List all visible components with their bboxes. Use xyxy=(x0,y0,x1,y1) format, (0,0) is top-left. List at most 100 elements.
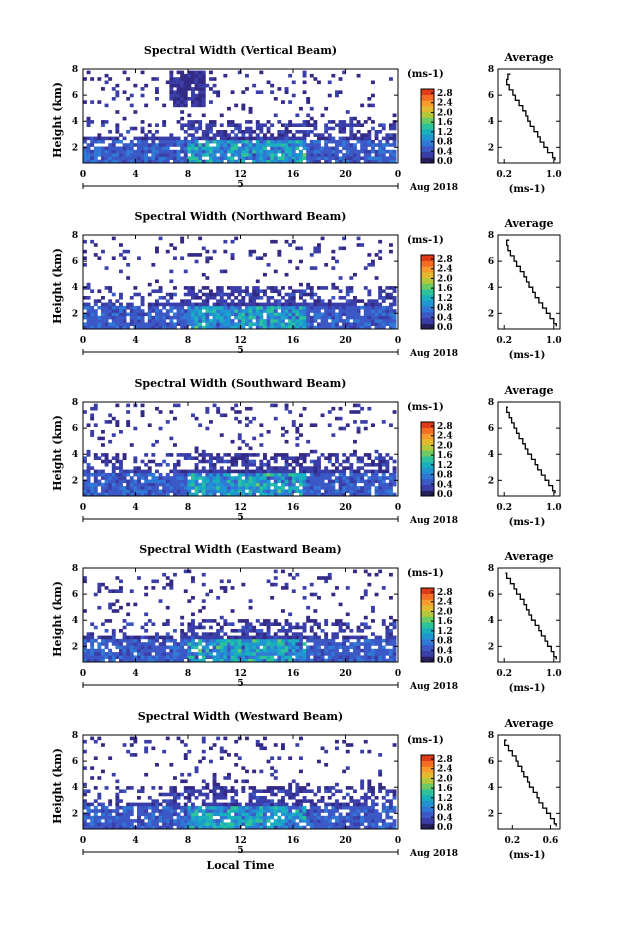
heatmap-cell xyxy=(112,316,116,320)
heatmap-cell xyxy=(101,322,105,326)
heatmap-cell xyxy=(173,100,177,104)
heatmap-cell xyxy=(378,636,382,640)
heatmap-cell xyxy=(159,319,163,323)
heatmap-cell xyxy=(90,636,94,640)
heatmap-cell xyxy=(238,806,242,810)
heatmap-cell xyxy=(335,143,339,147)
heatmap-cell xyxy=(382,622,386,626)
heatmap-cell xyxy=(162,104,166,108)
heatmap-cell xyxy=(144,463,148,467)
heatmap-cell xyxy=(371,319,375,323)
heatmap-cell xyxy=(357,130,361,134)
heatmap-cell xyxy=(288,156,292,160)
heatmap-cell xyxy=(292,483,296,487)
heatmap-cell xyxy=(231,322,235,326)
heatmap-cell xyxy=(263,253,267,257)
heatmap-cell xyxy=(119,470,123,474)
heatmap-cell xyxy=(299,470,303,474)
heatmap-cell xyxy=(213,476,217,480)
heatmap-cell xyxy=(97,646,101,650)
heatmap-cell xyxy=(317,806,321,810)
heatmap-cell xyxy=(195,473,199,477)
heatmap-cell xyxy=(195,789,199,793)
heatmap-cell xyxy=(241,822,245,826)
heatmap-cell xyxy=(303,81,307,85)
heatmap-cell xyxy=(342,427,346,431)
heatmap-cell xyxy=(187,319,191,323)
heatmap-cell xyxy=(313,140,317,144)
heatmap-cell xyxy=(364,489,368,493)
heatmap-cell xyxy=(346,793,350,797)
heatmap-cell xyxy=(299,806,303,810)
heatmap-cell xyxy=(94,809,98,813)
heatmap-cell xyxy=(223,137,227,141)
heatmap-cell xyxy=(90,433,94,437)
heatmap-cell xyxy=(191,470,195,474)
heatmap-cell xyxy=(173,819,177,823)
heatmap-cell xyxy=(263,636,267,640)
heatmap-cell xyxy=(155,147,159,151)
heatmap-cell xyxy=(317,247,321,251)
heatmap-cell xyxy=(90,486,94,490)
heatmap-cell xyxy=(209,486,213,490)
heatmap-cell xyxy=(389,309,393,313)
heatmap-cell xyxy=(295,649,299,653)
heatmap-cell xyxy=(259,123,263,127)
heatmap-cell xyxy=(180,309,184,313)
heatmap-cell xyxy=(389,316,393,320)
heatmap-cell xyxy=(267,303,271,307)
heatmap-cell xyxy=(378,476,382,480)
day-label: 5 xyxy=(237,180,243,190)
heatmap-cell xyxy=(299,803,303,807)
heatmap-cell xyxy=(313,247,317,251)
colorbar-tick-label: 0.8 xyxy=(437,471,453,481)
heatmap-cell xyxy=(249,799,253,803)
heatmap-cell xyxy=(252,489,256,493)
heatmap-cell xyxy=(367,156,371,160)
heatmap-cell xyxy=(252,819,256,823)
heatmap-cell xyxy=(162,636,166,640)
heatmap-cell xyxy=(385,460,389,464)
heatmap-cell xyxy=(295,803,299,807)
heatmap-cell xyxy=(335,646,339,650)
heatmap-cell xyxy=(166,822,170,826)
heatmap-cell xyxy=(126,410,130,414)
heatmap-cell xyxy=(112,809,116,813)
heatmap-cell xyxy=(187,639,191,643)
heatmap-cell xyxy=(310,470,314,474)
heatmap-cell xyxy=(101,639,105,643)
heatmap-cell xyxy=(115,642,119,646)
heatmap-cell xyxy=(331,473,335,477)
heatmap-cell xyxy=(346,456,350,460)
heatmap-cell xyxy=(119,253,123,257)
heatmap-cell xyxy=(97,586,101,590)
heatmap-cell xyxy=(245,316,249,320)
heatmap-cell xyxy=(285,453,289,457)
heatmap-cell xyxy=(119,309,123,313)
heatmap-cell xyxy=(331,147,335,151)
heatmap-cell xyxy=(126,806,130,810)
heatmap-cell xyxy=(159,289,163,293)
heatmap-cell xyxy=(123,306,127,310)
heatmap-cell xyxy=(126,404,130,408)
heatmap-cell xyxy=(148,816,152,820)
heatmap-cell xyxy=(310,293,314,297)
heatmap-cell xyxy=(259,470,263,474)
heatmap-cell xyxy=(259,476,263,480)
heatmap-cell xyxy=(349,646,353,650)
heatmap-cell xyxy=(393,296,397,300)
heatmap-cell xyxy=(83,410,87,414)
heatmap-cell xyxy=(238,652,242,656)
heatmap-cell xyxy=(223,480,227,484)
heatmap-cell xyxy=(115,806,119,810)
heatmap-cell xyxy=(137,143,141,147)
heatmap-cell xyxy=(141,489,145,493)
heatmap-cell xyxy=(324,123,328,127)
heatmap-cell xyxy=(144,652,148,656)
heatmap-cell xyxy=(198,296,202,300)
heatmap-cell xyxy=(285,137,289,141)
heatmap-cell xyxy=(216,809,220,813)
heatmap-cell xyxy=(378,322,382,326)
heatmap-cell xyxy=(144,486,148,490)
heatmap-cell xyxy=(180,74,184,78)
